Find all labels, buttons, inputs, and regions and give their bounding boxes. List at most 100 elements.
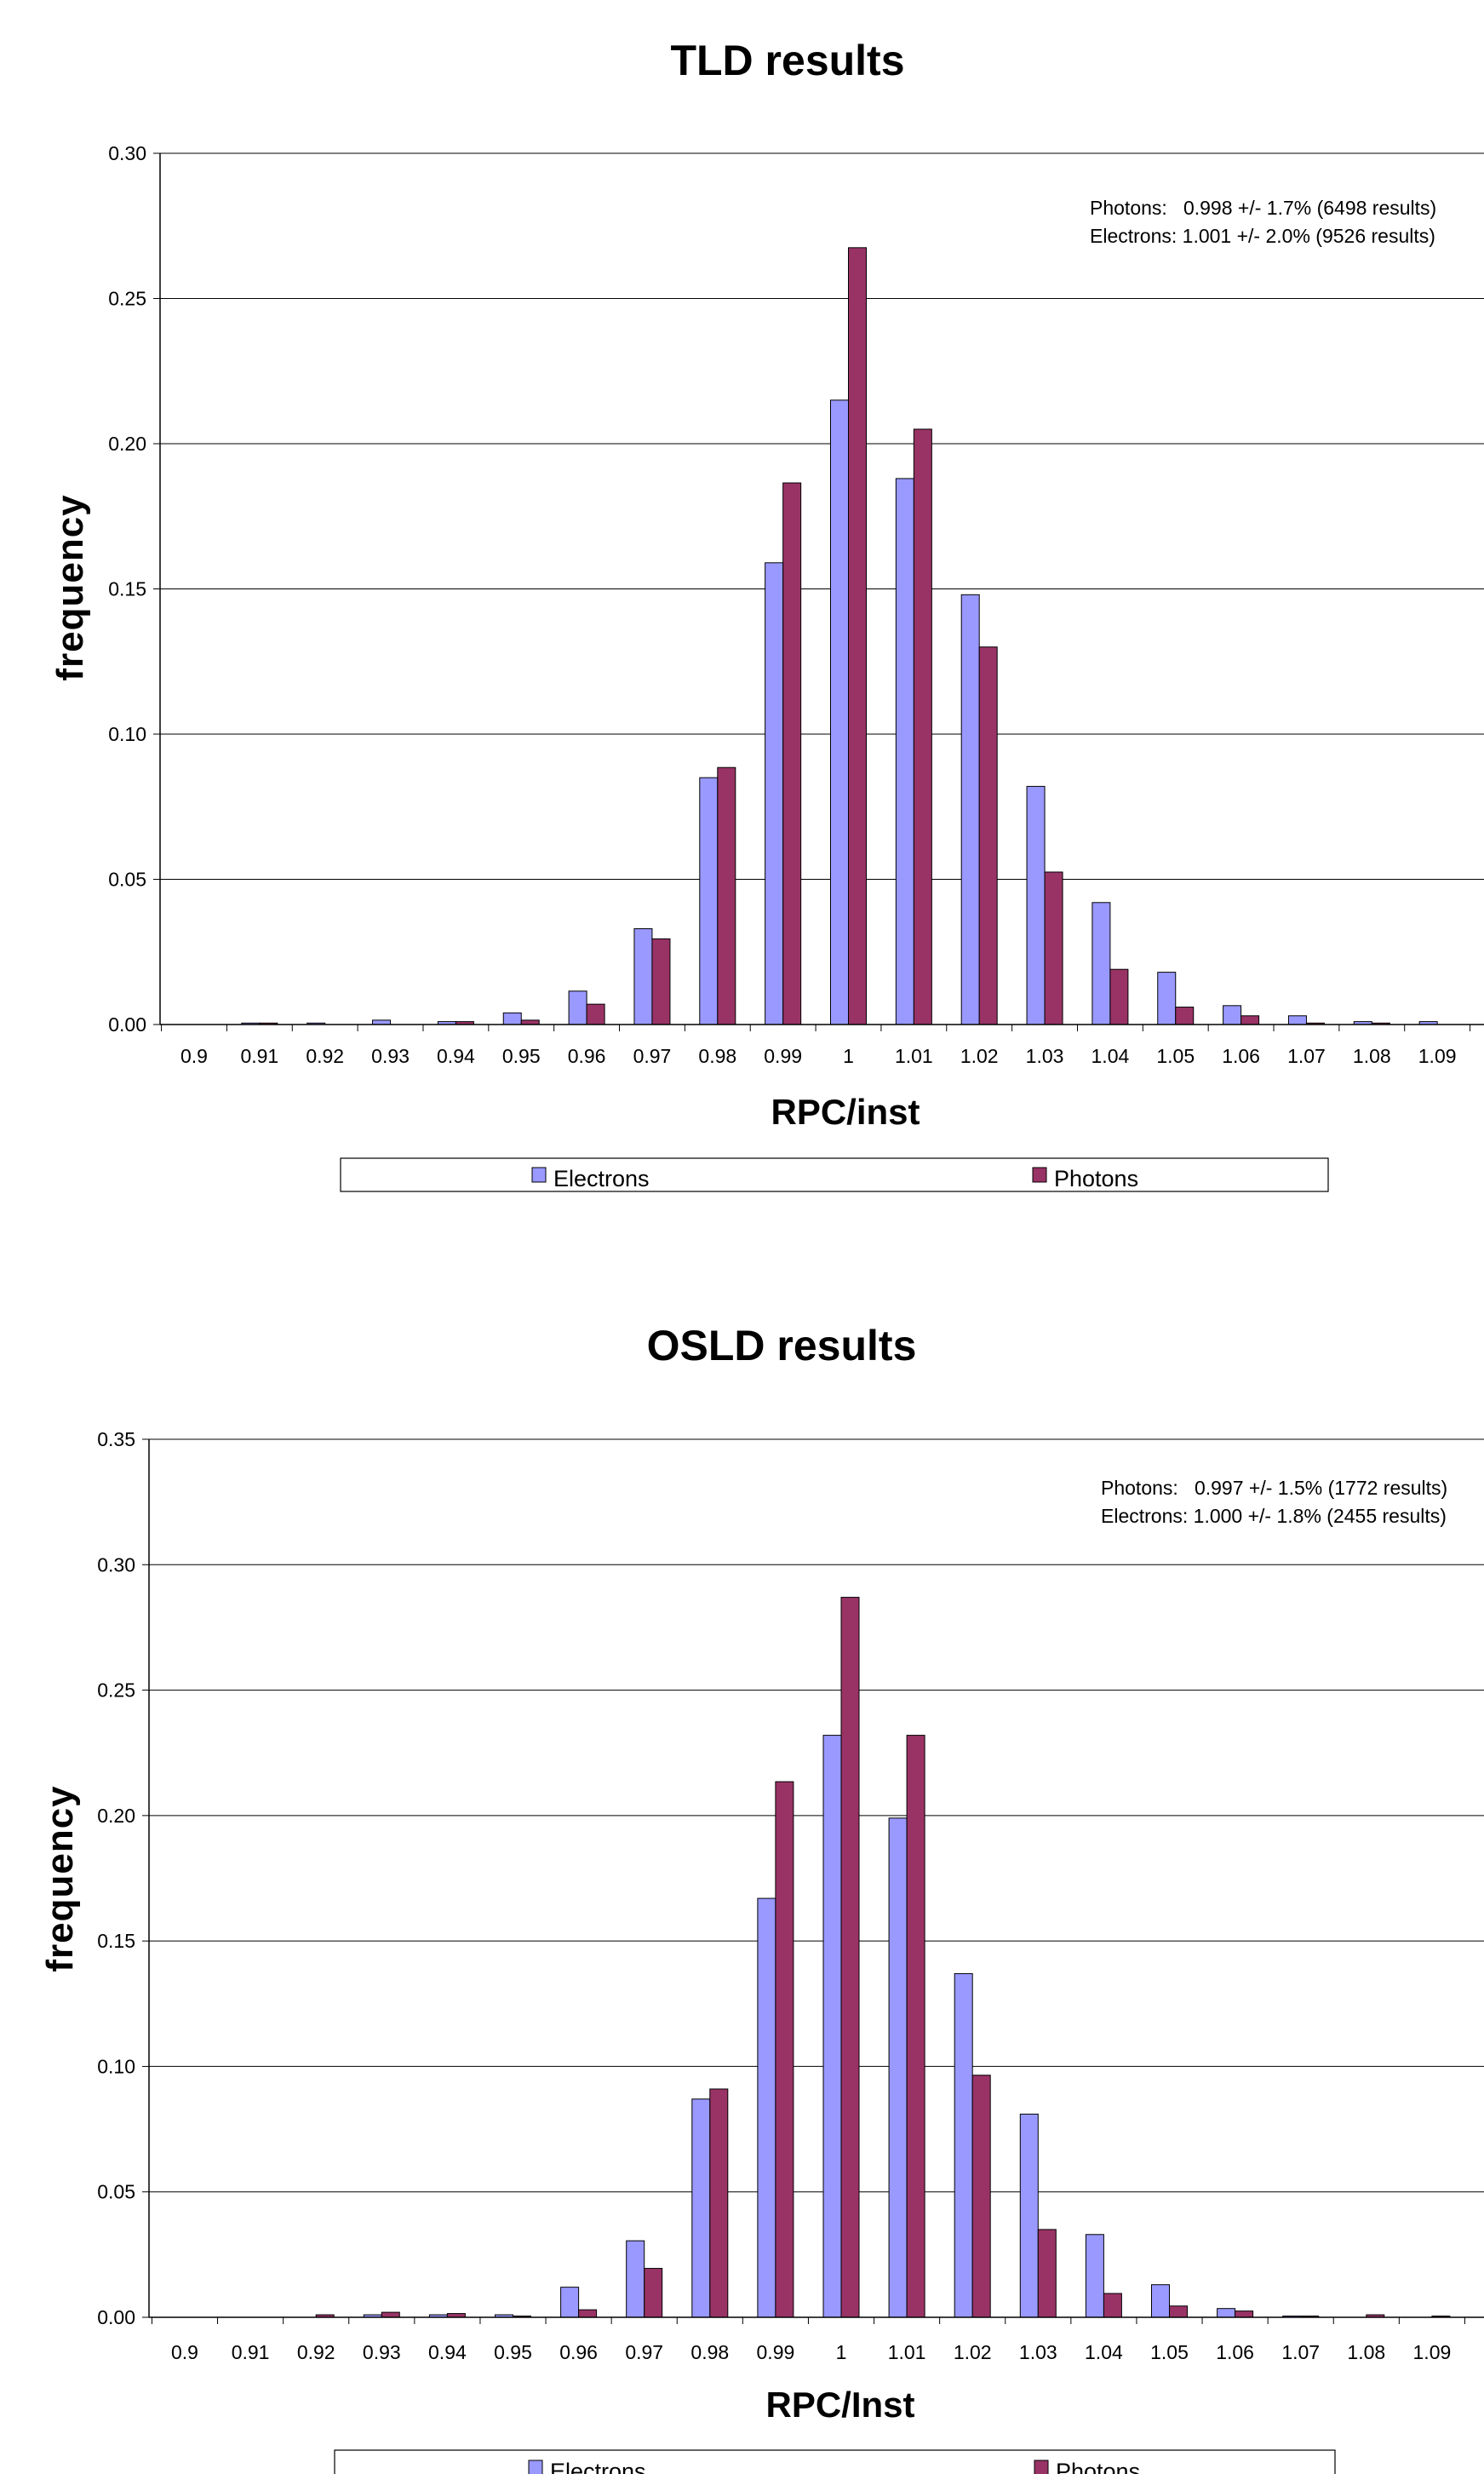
- y-tick-label: 0.05: [97, 2181, 135, 2203]
- bar-electrons: [1157, 972, 1177, 1025]
- bar-electrons: [626, 2240, 645, 2318]
- y-tick-label: 0.30: [108, 142, 146, 164]
- bar-electrons: [757, 1897, 776, 2318]
- bar-photons: [1169, 2305, 1188, 2318]
- stats-annotation-electrons: Electrons: 1.001 +/- 2.0% (9526 results): [1090, 225, 1435, 247]
- x-tick-label: 1.08: [1353, 1045, 1391, 1067]
- x-axis-title: RPC/Inst: [765, 2385, 914, 2425]
- legend-box: [340, 1157, 1329, 1192]
- x-tick-labels: 0.9 0.91 0.92 0.93 0.94 0.95 0.96 0.97 0.98 0.99 1…: [161, 1025, 1471, 1067]
- x-tick-label: 1: [843, 1045, 854, 1067]
- y-axis-title: frequency: [49, 494, 91, 680]
- bar-photons: [1235, 2310, 1254, 2318]
- x-tick-label: 1.06: [1222, 1045, 1260, 1067]
- x-tick-label: 0.92: [306, 1045, 344, 1067]
- bar-electrons: [960, 594, 980, 1025]
- x-tick-label: 1.09: [1413, 2341, 1452, 2363]
- x-tick-label: 1.03: [1026, 1045, 1064, 1067]
- x-tick-label: 0.9: [171, 2341, 198, 2363]
- bar-electrons: [1287, 1015, 1307, 1025]
- bar-electrons: [1151, 2284, 1170, 2318]
- y-tick-labels: 0.00 0.05 0.10 0.15 0.20 0.25 0.30: [108, 142, 146, 1036]
- bar-electrons: [830, 399, 849, 1025]
- y-tick-label: 0.25: [97, 1679, 135, 1702]
- x-tick-label: 1.09: [1418, 1045, 1457, 1067]
- bar-electrons: [699, 777, 719, 1025]
- x-tick-label: 0.98: [690, 2341, 729, 2363]
- x-tick-label: 0.95: [502, 1045, 541, 1067]
- x-tick-label: 1.03: [1019, 2341, 1057, 2363]
- x-tick-labels: 0.9 0.91 0.92 0.93 0.94 0.95 0.96 0.97 0.98 0.99 1…: [151, 2317, 1465, 2363]
- osld-chart: OSLD results frequency 0.000.050.100.150…: [39, 1322, 1484, 2474]
- stats-annotation-photons: Photons: 0.997 +/- 1.5% (1772 results): [1101, 1477, 1447, 1499]
- legend-swatch-electrons: [531, 1167, 547, 1183]
- x-tick-label: 1.04: [1085, 2341, 1123, 2363]
- bar-photons: [913, 428, 932, 1025]
- x-tick-label: 0.98: [698, 1045, 736, 1067]
- bar-photons: [840, 1597, 860, 2318]
- bars: [315, 1597, 1451, 2318]
- x-tick-label: 0.99: [757, 2341, 795, 2363]
- y-tick-label: 0.20: [97, 1805, 135, 1827]
- legend: Electrons Photons: [340, 1157, 1329, 1192]
- x-tick-label: 0.99: [764, 1045, 802, 1067]
- bar-electrons: [895, 478, 914, 1025]
- bar-photons: [1109, 968, 1129, 1025]
- y-axis-title: frequency: [39, 1785, 81, 1972]
- legend-box: [334, 2449, 1336, 2474]
- x-tick-label: 0.93: [371, 1045, 410, 1067]
- x-tick-label: 1.01: [895, 1045, 933, 1067]
- bar-electrons: [372, 1019, 392, 1025]
- stats-annotation-electrons: Electrons: 1.000 +/- 1.8% (2455 results): [1101, 1505, 1447, 1527]
- y-tick-label: 0.00: [108, 1013, 146, 1036]
- x-tick-label: 0.97: [625, 2341, 663, 2363]
- legend-swatch-photons: [1032, 1167, 1047, 1183]
- bar-electrons: [1092, 902, 1111, 1025]
- x-axis-title: RPC/inst: [771, 1092, 920, 1132]
- x-tick-label: 0.97: [633, 1045, 672, 1067]
- bar-photons: [709, 2088, 729, 2318]
- bar-electrons: [633, 927, 653, 1025]
- chart-title: TLD results: [670, 37, 904, 84]
- y-tick-label: 0.25: [108, 288, 146, 310]
- tld-chart: TLD results frequency 0.000.050.100.150.…: [49, 37, 1484, 1192]
- x-tick-label: 0.96: [568, 1045, 606, 1067]
- bar-photons: [1037, 2229, 1057, 2318]
- bar-electrons: [822, 1735, 842, 2318]
- bar-photons: [775, 1781, 794, 2318]
- bar-electrons: [1085, 2234, 1104, 2318]
- bars: [241, 247, 1438, 1025]
- legend-label-photons: Photons: [1054, 1166, 1138, 1191]
- legend-label-photons: Photons: [1056, 2459, 1140, 2474]
- x-tick-label: 0.91: [232, 2341, 270, 2363]
- gridlines: [142, 1438, 1484, 2318]
- bar-photons: [782, 482, 802, 1025]
- bar-photons: [586, 1003, 605, 1025]
- bar-electrons: [1223, 1005, 1242, 1025]
- bar-photons: [1044, 871, 1063, 1025]
- legend: Electrons Photons: [334, 2449, 1336, 2474]
- x-tick-label: 0.93: [363, 2341, 401, 2363]
- bar-electrons: [691, 2098, 711, 2318]
- bar-electrons: [1026, 785, 1046, 1025]
- bar-photons: [578, 2309, 598, 2318]
- x-tick-label: 1.01: [888, 2341, 926, 2363]
- gridlines: [153, 152, 1484, 1025]
- y-tick-label: 0.15: [97, 1930, 135, 1952]
- chart-title: OSLD results: [647, 1322, 917, 1369]
- bar-photons: [971, 2075, 991, 2318]
- bar-electrons: [1019, 2113, 1039, 2318]
- x-tick-label: 0.94: [437, 1045, 475, 1067]
- bar-electrons: [560, 2287, 580, 2318]
- legend-swatch-electrons: [528, 2460, 543, 2474]
- bar-photons: [1103, 2293, 1122, 2318]
- bar-electrons: [888, 1817, 908, 2318]
- x-tick-label: 0.9: [180, 1045, 208, 1067]
- x-tick-label: 0.92: [297, 2341, 335, 2363]
- x-tick-label: 1.07: [1287, 1045, 1326, 1067]
- x-tick-label: 1.04: [1092, 1045, 1130, 1067]
- bar-photons: [848, 247, 867, 1025]
- y-tick-label: 0.30: [97, 1553, 135, 1576]
- bar-photons: [717, 766, 736, 1025]
- legend-swatch-photons: [1034, 2460, 1049, 2474]
